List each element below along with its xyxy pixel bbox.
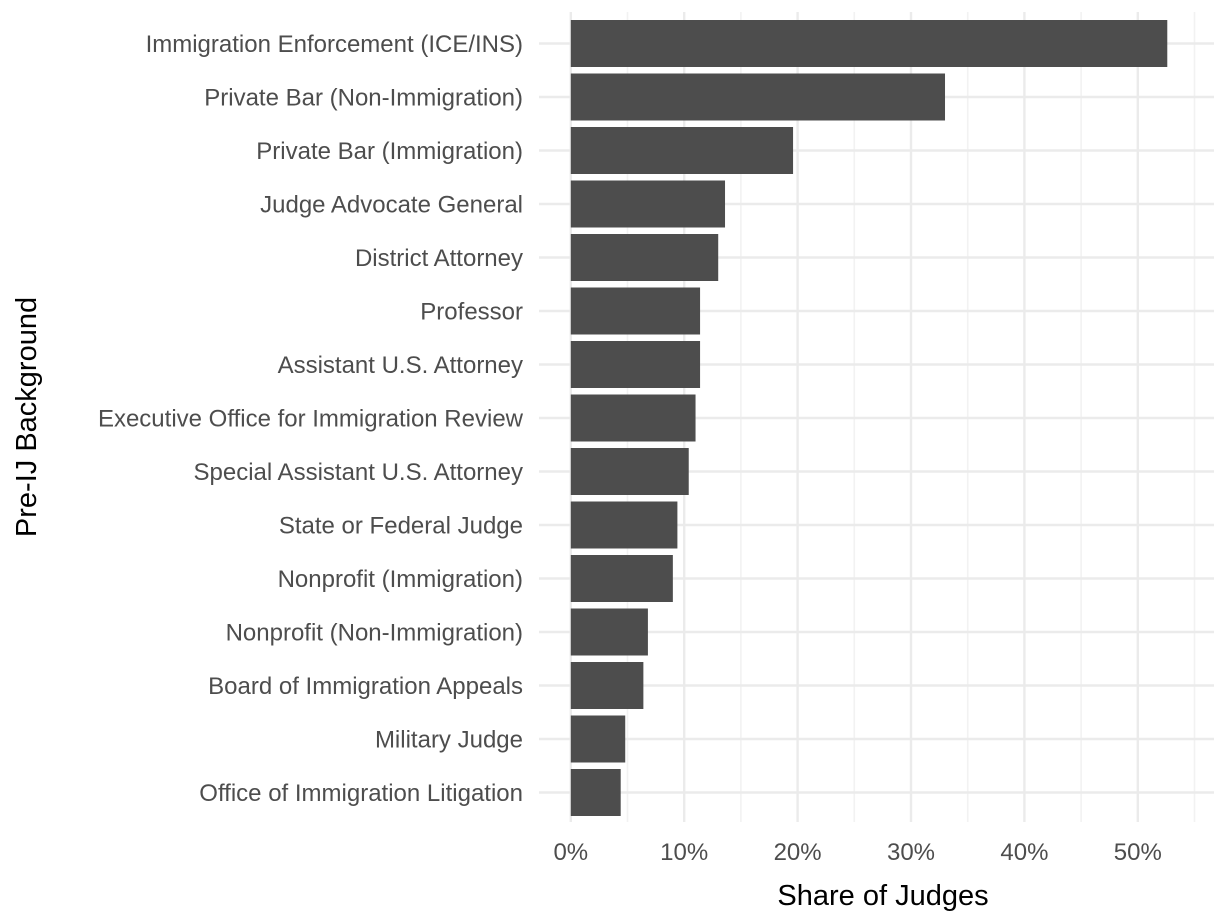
bar (570, 234, 719, 281)
bar (570, 555, 673, 602)
x-tick-label: 50% (1114, 839, 1162, 866)
category-label: Executive Office for Immigration Review (98, 406, 524, 433)
bar (570, 394, 696, 442)
bar (570, 127, 794, 174)
category-label: Nonprofit (Immigration) (278, 566, 523, 593)
x-tick-labels: 0% 10% 20% 30% 40% 50% (553, 839, 1161, 866)
x-tick-label: 0% (553, 839, 588, 866)
category-label: Special Assistant U.S. Attorney (194, 459, 524, 486)
x-tick-label: 30% (887, 839, 935, 866)
category-label: State or Federal Judge (279, 513, 523, 540)
category-label: Judge Advocate General (260, 192, 523, 219)
category-labels: Immigration Enforcement (ICE/INS) Private… (98, 31, 524, 807)
x-tick-label: 40% (1000, 839, 1048, 866)
bars (570, 20, 1168, 816)
bar (570, 769, 621, 816)
x-tick-label: 20% (774, 839, 822, 866)
bar (570, 662, 644, 709)
category-label: Professor (420, 299, 523, 326)
category-label: Nonprofit (Non-Immigration) (226, 620, 523, 647)
category-label: Board of Immigration Appeals (208, 673, 523, 700)
bar (570, 20, 1168, 67)
bar (570, 180, 726, 228)
category-label: Office of Immigration Litigation (199, 780, 523, 807)
x-tick-label: 10% (660, 839, 708, 866)
category-label: Private Bar (Non-Immigration) (204, 85, 523, 112)
category-label: Assistant U.S. Attorney (278, 352, 523, 379)
bar (570, 501, 678, 549)
bar (570, 341, 701, 388)
bar (570, 287, 701, 335)
x-axis-title: Share of Judges (777, 880, 988, 911)
bar (570, 73, 946, 121)
category-label: Private Bar (Immigration) (256, 138, 523, 165)
bar (570, 608, 648, 656)
y-axis-title: Pre-IJ Background (11, 297, 43, 537)
category-label: Military Judge (375, 727, 523, 754)
category-label: Immigration Enforcement (ICE/INS) (146, 31, 523, 58)
bar (570, 448, 689, 495)
bar (570, 715, 626, 763)
category-label: District Attorney (355, 245, 523, 272)
